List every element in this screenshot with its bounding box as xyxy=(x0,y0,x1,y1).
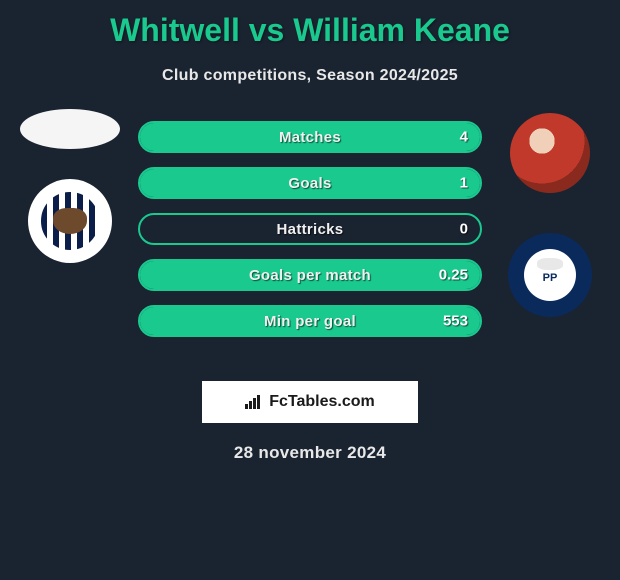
stat-bar: Hattricks 0 xyxy=(138,213,482,245)
date-text: 28 november 2024 xyxy=(0,443,620,463)
stat-value-right: 0 xyxy=(460,221,468,238)
stat-bar: Matches 4 xyxy=(138,121,482,153)
player-right-avatar xyxy=(510,113,590,193)
stat-label: Goals xyxy=(288,175,331,192)
stat-bar: Goals 1 xyxy=(138,167,482,199)
stat-bars: Matches 4 Goals 1 Hattricks 0 Goals per match 0… xyxy=(138,121,482,351)
stat-value-right: 0.25 xyxy=(439,267,468,284)
stat-value-right: 1 xyxy=(460,175,468,192)
club-badge-left xyxy=(28,179,112,263)
chart-icon xyxy=(245,395,263,409)
stat-label: Goals per match xyxy=(249,267,371,284)
stat-label: Matches xyxy=(279,129,341,146)
club-badge-right xyxy=(508,233,592,317)
stat-value-right: 553 xyxy=(443,313,468,330)
stat-bar: Min per goal 553 xyxy=(138,305,482,337)
subtitle: Club competitions, Season 2024/2025 xyxy=(0,67,620,85)
stat-label: Hattricks xyxy=(277,221,344,238)
stat-label: Min per goal xyxy=(264,313,356,330)
attribution-text: FcTables.com xyxy=(269,393,375,411)
stat-value-right: 4 xyxy=(460,129,468,146)
stat-bar: Goals per match 0.25 xyxy=(138,259,482,291)
page-title: Whitwell vs William Keane xyxy=(0,0,620,49)
attribution-box: FcTables.com xyxy=(202,381,418,423)
stats-area: Matches 4 Goals 1 Hattricks 0 Goals per match 0… xyxy=(0,121,620,361)
player-left-avatar xyxy=(20,109,120,149)
